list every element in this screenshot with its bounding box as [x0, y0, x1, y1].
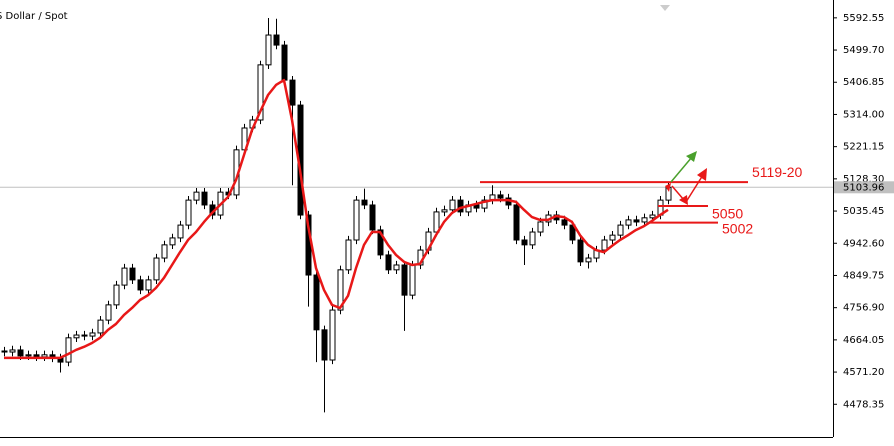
candle-body	[313, 274, 320, 331]
candle-body	[385, 254, 392, 271]
y-tick-label: 4756.90	[843, 303, 884, 314]
y-tick-label: 5221.15	[843, 142, 884, 153]
candle-body	[513, 204, 520, 241]
candle-body	[529, 231, 536, 246]
y-tick-label: 5314.00	[843, 109, 884, 120]
candle-body	[641, 217, 648, 223]
moving-average	[4, 78, 669, 360]
candle-body	[273, 34, 280, 46]
candle-body	[89, 332, 96, 337]
candle-body	[145, 279, 152, 291]
candle-body	[169, 237, 176, 246]
level-label: 5002	[722, 220, 753, 236]
y-tick-label: 5406.85	[843, 77, 884, 88]
candle-body	[281, 44, 288, 81]
candle-body	[617, 224, 624, 236]
candle-body	[401, 264, 408, 296]
chart-title: S Dollar / Spot	[0, 11, 68, 22]
candle-body	[345, 239, 352, 271]
candle-body	[577, 239, 584, 263]
candle-body	[369, 204, 376, 231]
candle-body	[609, 234, 616, 241]
y-tick-label: 4849.75	[843, 270, 884, 281]
bounce-arrow	[685, 174, 704, 203]
level-label: 5050	[712, 206, 743, 222]
candle-body	[457, 199, 464, 213]
candle-body	[25, 354, 32, 357]
candle-body	[161, 244, 168, 259]
candle-body	[97, 319, 104, 334]
y-tick-label: 4478.35	[843, 399, 884, 410]
candle-body	[153, 257, 160, 281]
candle-body	[41, 354, 48, 358]
bounce-arrow-head	[697, 168, 707, 181]
up-arrow-head	[686, 151, 697, 162]
candle-body	[409, 264, 416, 296]
candle-body	[561, 219, 568, 226]
candle-body	[177, 224, 184, 239]
candle-body	[137, 279, 144, 291]
entry-marker	[665, 183, 671, 192]
candle-body	[65, 337, 72, 363]
candle-body	[121, 267, 128, 286]
y-tick-label: 5128.30	[843, 174, 884, 185]
candle-body	[649, 214, 656, 219]
candle-body	[521, 239, 528, 246]
candle-body	[353, 199, 360, 241]
last-price-box	[834, 181, 894, 194]
candle-body	[185, 199, 192, 226]
candle-body	[361, 199, 368, 206]
candle-body	[201, 191, 208, 206]
candle-body	[17, 349, 24, 357]
candle-body	[105, 304, 112, 321]
y-tick-label: 4942.60	[843, 238, 884, 249]
candle-body	[601, 239, 608, 251]
plot-layer: 4478.35 4571.20 4664.05 4756.90 4849.75 4942.…	[0, 13, 894, 413]
y-tick-label: 5035.45	[843, 206, 884, 217]
candle-body	[625, 219, 632, 226]
candle-body	[257, 64, 264, 121]
candle-body	[449, 199, 456, 211]
y-tick-label: 5592.55	[843, 13, 884, 24]
y-tick-label: 5499.70	[843, 45, 884, 56]
candle-body	[633, 219, 640, 223]
candle-body	[481, 199, 488, 209]
candle-body	[377, 229, 384, 256]
candle-body	[73, 334, 80, 339]
candle-body	[441, 209, 448, 213]
candle-body	[289, 79, 296, 106]
candle-body	[393, 264, 400, 271]
y-tick-label: 4664.05	[843, 335, 884, 346]
candle-body	[113, 284, 120, 306]
candle-body	[193, 191, 200, 201]
plot-area	[0, 0, 833, 437]
up-arrow	[670, 156, 693, 183]
candle-body	[9, 349, 16, 353]
candle-body	[433, 211, 440, 233]
candle-body	[33, 354, 40, 358]
candle-body	[585, 257, 592, 263]
candle-body	[497, 194, 504, 199]
last-price-label: 5103.96	[843, 182, 884, 193]
candle-body	[129, 267, 136, 281]
candle-body	[1, 350, 8, 353]
down-arrow-head	[679, 195, 688, 205]
candle-body	[265, 34, 272, 66]
level-label: 5119-20	[752, 164, 803, 180]
candle-body	[537, 221, 544, 233]
candle-body	[337, 269, 344, 311]
shift-marker	[660, 5, 670, 11]
down-arrow	[671, 185, 685, 201]
candle-body	[329, 309, 336, 361]
candle-body	[81, 334, 88, 337]
candle-body	[321, 329, 328, 361]
y-tick-label: 4571.20	[843, 367, 884, 378]
